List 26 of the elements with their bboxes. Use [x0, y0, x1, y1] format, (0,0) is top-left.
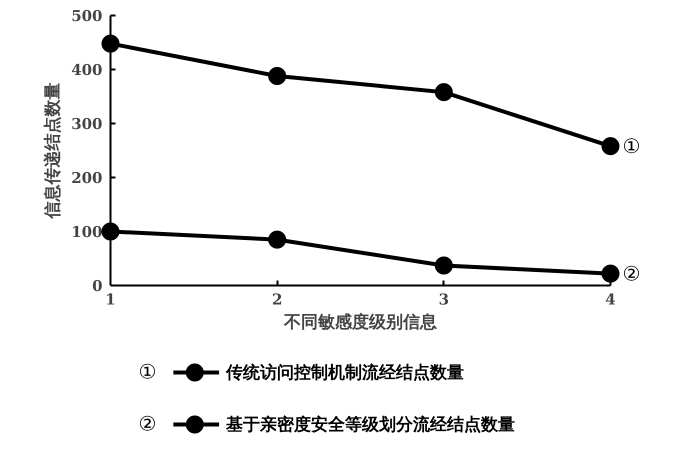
legend-label: 基于亲密度安全等级划分流经结点数量: [225, 415, 516, 434]
text: ②: [622, 262, 640, 286]
y-tick-label: 500: [71, 7, 102, 25]
y-axis-title: 信息传递结点数量: [43, 82, 64, 220]
text: ②: [138, 414, 157, 436]
y-tick-label: 300: [71, 115, 102, 133]
legend-label: 传统访问控制机制流经结点数量: [225, 363, 464, 382]
x-tick-label: 4: [605, 290, 616, 308]
text: ①: [138, 362, 157, 384]
x-tick-label: 3: [438, 290, 450, 308]
y-tick-label: 100: [71, 223, 102, 241]
x-tick-label: 1: [105, 290, 116, 308]
point: [102, 222, 120, 240]
point: [434, 256, 453, 275]
point: [268, 66, 286, 85]
y-tick-label: 0: [92, 277, 102, 295]
y-tick-label: 400: [71, 61, 102, 79]
point: [434, 83, 453, 102]
point: [602, 137, 620, 156]
point: [602, 264, 620, 283]
x-tick-label: 2: [272, 290, 282, 308]
y-tick-label: 200: [71, 169, 102, 187]
x-axis-title: 不同敏感度级别信息: [283, 312, 437, 332]
point: [102, 34, 120, 53]
point: [268, 230, 286, 249]
text: ①: [622, 134, 640, 158]
